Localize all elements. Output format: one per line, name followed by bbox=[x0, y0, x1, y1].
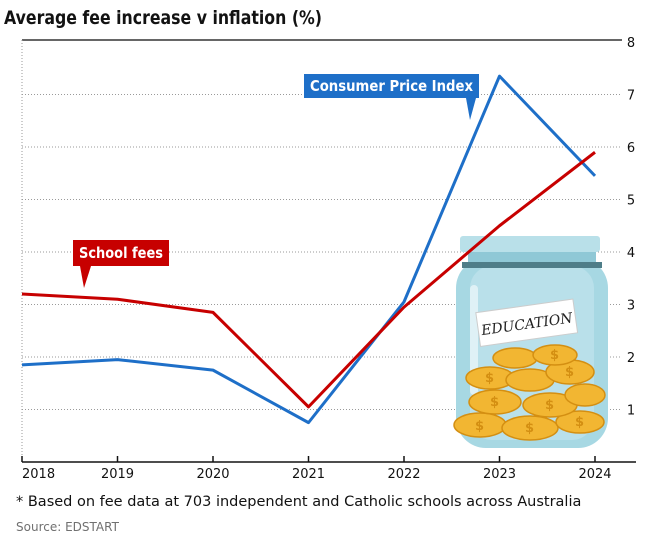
line-chart: $ $ $ $ $ $ $ $ EDUCATION Consumer Price Inde… bbox=[21, 36, 636, 482]
svg-text:$: $ bbox=[575, 415, 584, 430]
y-axis-ticks: 1 2 3 4 5 6 7 8 bbox=[627, 36, 635, 419]
jar-lid bbox=[460, 236, 600, 252]
callout-pointer-cpi bbox=[466, 98, 476, 120]
callout-box-fees bbox=[73, 240, 169, 266]
y-tick-label: 3 bbox=[627, 299, 635, 314]
x-tick-label: 2018 bbox=[22, 467, 55, 482]
y-tick-label: 2 bbox=[627, 351, 635, 366]
x-tick-label: 2019 bbox=[101, 467, 134, 482]
chart-title: Average fee increase v inflation (%) bbox=[2, 2, 472, 34]
y-tick-label: 5 bbox=[627, 194, 635, 209]
svg-text:$: $ bbox=[545, 398, 554, 413]
x-tick-label: 2024 bbox=[578, 467, 611, 482]
y-tick-label: 7 bbox=[627, 89, 635, 104]
callout-pointer-fees bbox=[80, 266, 91, 288]
x-tick-label: 2023 bbox=[483, 467, 516, 482]
svg-text:$: $ bbox=[475, 419, 484, 434]
chart-title-svg: Average fee increase v inflation (%) bbox=[4, 7, 322, 29]
y-tick-label: 6 bbox=[627, 141, 635, 156]
y-tick-label: 4 bbox=[627, 246, 635, 261]
coin-pile bbox=[453, 344, 606, 441]
x-tick-label: 2021 bbox=[292, 467, 325, 482]
x-axis-ticks: 2018 2019 2020 2021 2022 2023 2024 bbox=[21, 456, 612, 482]
education-label-tag: EDUCATION bbox=[475, 298, 579, 347]
callout-label-fees: School fees bbox=[79, 244, 163, 262]
y-tick-label: 1 bbox=[627, 404, 635, 419]
svg-text:$: $ bbox=[490, 395, 499, 410]
jar-neck bbox=[468, 248, 596, 266]
education-jar-illustration: $ $ $ $ $ $ $ $ EDUCATION bbox=[453, 236, 608, 448]
legend-callout-school-fees: School fees bbox=[73, 240, 169, 288]
coin-dollar-signs: $ $ $ $ $ $ $ $ bbox=[475, 348, 584, 436]
jar-lid-band bbox=[462, 262, 602, 268]
svg-text:$: $ bbox=[485, 371, 494, 386]
svg-text:$: $ bbox=[565, 365, 574, 380]
x-tick-label: 2022 bbox=[387, 467, 420, 482]
legend-callout-consumer-price-index: Consumer Price Index bbox=[304, 74, 479, 120]
callout-label-cpi: Consumer Price Index bbox=[310, 77, 473, 95]
source-credit: Source: EDSTART bbox=[16, 520, 119, 534]
svg-text:$: $ bbox=[550, 348, 559, 363]
chart-title-text: Average fee increase v inflation (%) bbox=[4, 7, 322, 29]
series-line-school-fees bbox=[21, 151, 596, 409]
callout-box-cpi bbox=[304, 74, 479, 98]
education-label-card bbox=[475, 298, 579, 347]
footnote: * Based on fee data at 703 independent a… bbox=[16, 494, 582, 510]
x-tick-label: 2020 bbox=[196, 467, 229, 482]
series-line-consumer-price-index bbox=[21, 74, 597, 425]
svg-text:$: $ bbox=[525, 421, 534, 436]
y-tick-label: 8 bbox=[627, 36, 635, 51]
